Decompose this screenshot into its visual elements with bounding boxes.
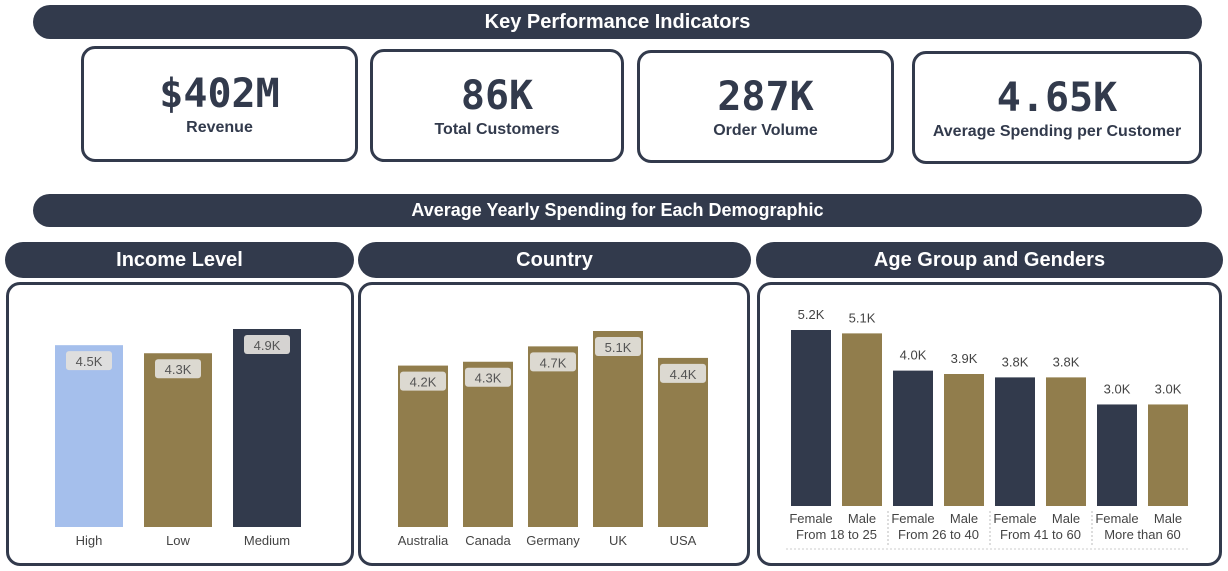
- country-chart-panel: 4.2K Australia 4.3K Canada 4.7K Germany 5.1K UK…: [358, 282, 750, 566]
- section-header: Average Yearly Spending for Each Demogra…: [33, 194, 1202, 227]
- bar: [893, 370, 933, 506]
- income-level-chart: 4.5K High 4.3K Low 4.9K Medium: [55, 329, 301, 548]
- bar: [791, 330, 831, 506]
- data-label: 4.3K: [165, 362, 192, 377]
- bar: [995, 377, 1035, 506]
- x-tick-label: Male: [848, 511, 876, 526]
- kpi-label: Revenue: [186, 119, 253, 136]
- group-label: From 26 to 40: [898, 527, 979, 542]
- kpi-card-revenue: $402M Revenue: [81, 46, 358, 162]
- age-gender-chart-panel: 5.2K Female 5.1K Male From 18 to 25 4.0K Femal…: [757, 282, 1222, 566]
- bar: [1046, 377, 1086, 506]
- data-label: 3.0K: [1155, 381, 1182, 396]
- x-tick-label: Medium: [244, 533, 290, 548]
- panel-header-country: Country: [358, 242, 751, 278]
- x-tick-label: Australia: [398, 533, 449, 548]
- kpi-label: Order Volume: [713, 121, 818, 139]
- x-tick-label: Female: [891, 511, 934, 526]
- x-tick-label: Male: [1154, 511, 1182, 526]
- data-label-bg: [660, 363, 706, 383]
- kpi-value: 4.65K: [996, 74, 1118, 121]
- panel-title: Income Level: [116, 248, 243, 271]
- data-label: 4.4K: [670, 367, 697, 382]
- kpi-header: Key Performance Indicators: [33, 5, 1202, 39]
- bar: [144, 353, 212, 527]
- bar: [528, 346, 578, 527]
- kpi-value: $402M: [159, 71, 280, 117]
- kpi-card-customers: 86K Total Customers: [370, 49, 624, 162]
- kpi-value: 287K: [717, 73, 814, 120]
- panel-header-age: Age Group and Genders: [756, 242, 1223, 278]
- kpi-value: 86K: [460, 72, 534, 119]
- kpi-label: Total Customers: [434, 120, 560, 138]
- bar: [1148, 404, 1188, 506]
- bar: [463, 361, 513, 527]
- panel-header-income: Income Level: [5, 242, 354, 278]
- bar: [55, 345, 123, 527]
- x-tick-label: High: [76, 533, 103, 548]
- bar: [842, 333, 882, 506]
- income-chart-panel: 4.5K High 4.3K Low 4.9K Medium: [6, 282, 354, 566]
- data-label: 3.8K: [1002, 354, 1029, 369]
- bar: [944, 374, 984, 506]
- data-label: 4.7K: [540, 355, 567, 370]
- data-label-bg: [530, 352, 576, 372]
- x-tick-label: Female: [1095, 511, 1138, 526]
- data-label: 5.1K: [605, 340, 632, 355]
- data-label-bg: [155, 359, 201, 379]
- data-label: 3.0K: [1104, 381, 1131, 396]
- data-label-bg: [595, 337, 641, 356]
- bar: [398, 365, 448, 527]
- x-tick-label: Male: [950, 511, 978, 526]
- x-tick-label: USA: [670, 533, 697, 548]
- data-label: 5.2K: [798, 307, 825, 322]
- x-tick-label: Female: [789, 511, 832, 526]
- kpi-card-avg-spending: 4.65K Average Spending per Customer: [912, 51, 1202, 164]
- kpi-header-title: Key Performance Indicators: [484, 10, 751, 33]
- data-label: 4.9K: [254, 338, 281, 353]
- data-label-bg: [244, 335, 290, 354]
- data-label: 4.0K: [900, 348, 927, 363]
- country-chart: 4.2K Australia 4.3K Canada 4.7K Germany 5.1K UK…: [398, 331, 708, 548]
- section-header-title: Average Yearly Spending for Each Demogra…: [411, 200, 824, 220]
- group-label: From 18 to 25: [796, 527, 877, 542]
- data-label: 5.1K: [849, 310, 876, 325]
- kpi-label: Average Spending per Customer: [932, 122, 1182, 140]
- data-label: 4.2K: [410, 375, 437, 390]
- bar: [593, 331, 643, 527]
- bar: [658, 357, 708, 527]
- x-tick-label: Canada: [465, 533, 511, 548]
- panel-title: Country: [516, 248, 593, 271]
- x-tick-label: UK: [609, 533, 627, 548]
- kpi-card-orders: 287K Order Volume: [637, 50, 894, 163]
- x-tick-label: Low: [166, 533, 190, 548]
- x-tick-label: Male: [1052, 511, 1080, 526]
- data-label: 3.8K: [1053, 354, 1080, 369]
- x-tick-label: Germany: [526, 533, 580, 548]
- data-label-bg: [66, 351, 112, 371]
- bar: [1097, 404, 1137, 506]
- data-label-bg: [400, 371, 446, 391]
- group-label: More than 60: [1104, 527, 1181, 542]
- bar: [233, 329, 301, 527]
- group-label: From 41 to 60: [1000, 527, 1081, 542]
- data-label: 4.5K: [76, 354, 103, 369]
- data-label-bg: [465, 367, 511, 387]
- x-tick-label: Female: [993, 511, 1036, 526]
- data-label: 3.9K: [951, 351, 978, 366]
- panel-title: Age Group and Genders: [873, 248, 1106, 271]
- data-label: 4.3K: [475, 371, 502, 386]
